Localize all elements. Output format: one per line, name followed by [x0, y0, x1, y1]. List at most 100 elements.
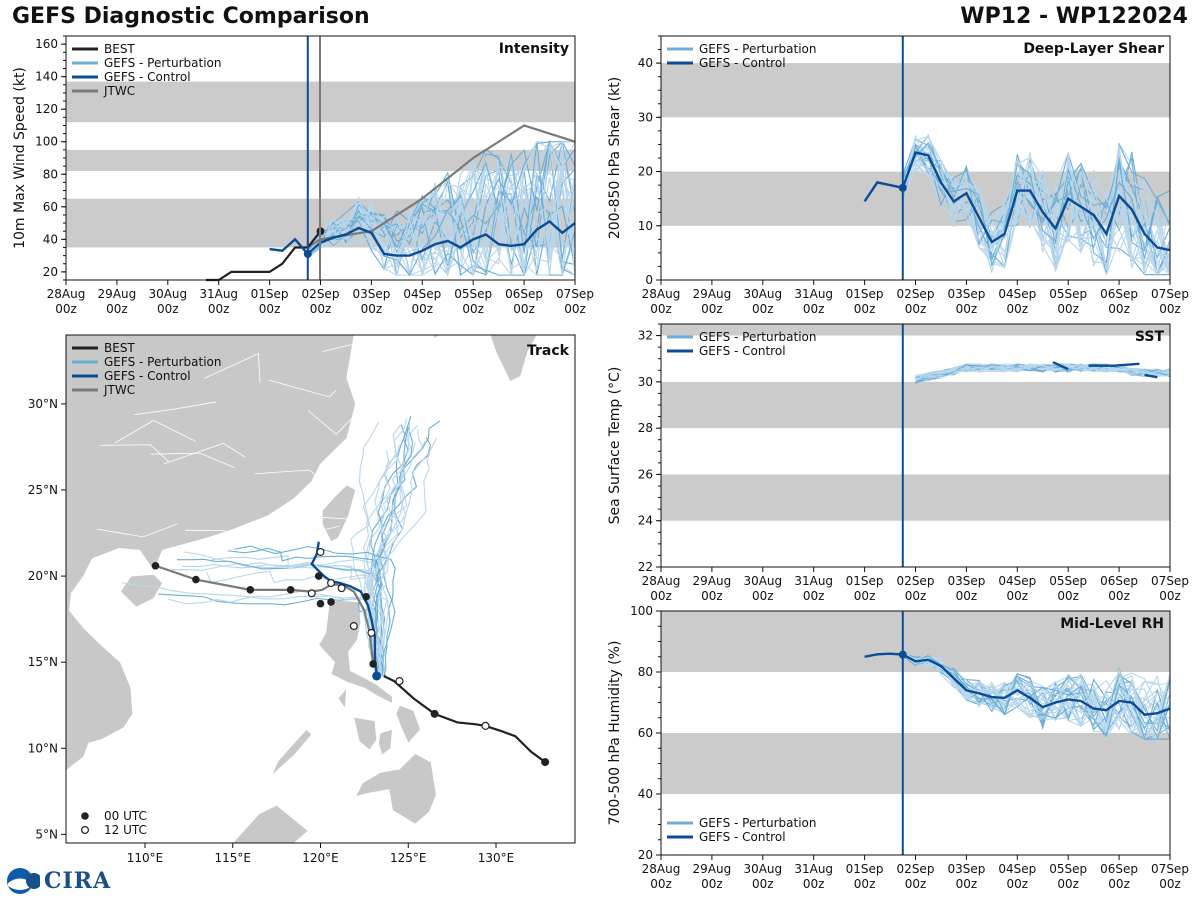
shear-ylabel: 200-850 hPa Shear (kt) — [607, 77, 623, 239]
mindanao — [354, 752, 437, 825]
rh-xtick-date: 06Sep — [1100, 862, 1138, 876]
track-member-line — [227, 547, 382, 677]
panel-track: 110°E 115°E 120°E 125°E 130°E 5°N 10°N 15°N 20°N… — [28, 334, 576, 865]
intensity-xtick-date: 05Sep — [454, 287, 492, 301]
rh-control-line — [864, 652, 1171, 716]
intensity-ytick-label: 40 — [43, 232, 58, 246]
sst-xtick-date: 04Sep — [998, 574, 1036, 588]
province-border — [308, 404, 366, 435]
sst-legend-label: GEFS - Perturbation — [699, 330, 816, 344]
sst-band — [661, 474, 1170, 521]
rh-xtick-hour: 00z — [701, 877, 723, 891]
intensity-xtick-hour: 00z — [55, 302, 77, 316]
rh-xtick-hour: 00z — [905, 877, 927, 891]
rh-xtick-date: 31Aug — [794, 862, 833, 876]
province-border — [96, 523, 178, 538]
panel-intensity: 2040608010012014016028Aug00z29Aug00z30Au… — [12, 35, 594, 316]
intensity-xtick-date: 28Aug — [47, 287, 86, 301]
track-legend-label: GEFS - Perturbation — [104, 355, 221, 369]
shear-xtick-date: 28Aug — [642, 287, 681, 301]
control-init-point — [372, 671, 382, 681]
rh-xtick-date: 28Aug — [642, 862, 681, 876]
shear-legend-label: GEFS - Perturbation — [699, 42, 816, 56]
borneo-tip — [231, 804, 309, 843]
rh-xtick-hour: 00z — [854, 877, 876, 891]
sst-xtick-hour: 00z — [956, 589, 978, 603]
sst-xtick-hour: 00z — [701, 589, 723, 603]
sst-ytick-label: 28 — [638, 421, 653, 435]
shear-legend-label: GEFS - Control — [699, 56, 786, 70]
jtwc-12utc-point — [349, 622, 358, 631]
rh-xtick-hour: 00z — [752, 877, 774, 891]
rh-xtick-date: 05Sep — [1049, 862, 1087, 876]
sst-xtick-date: 29Aug — [693, 574, 732, 588]
sst-xtick-hour: 00z — [905, 589, 927, 603]
province-border — [114, 420, 197, 444]
rh-band — [661, 733, 1170, 794]
intensity-xtick-date: 01Sep — [251, 287, 289, 301]
best-00utc-point — [430, 709, 439, 718]
sst-xtick-hour: 00z — [1108, 589, 1130, 603]
sst-xtick-date: 05Sep — [1049, 574, 1087, 588]
luzon — [318, 599, 393, 705]
jtwc-00utc-point — [151, 561, 160, 570]
shear-xtick-hour: 00z — [701, 302, 723, 316]
kyushu — [486, 335, 543, 383]
intensity-member-line — [307, 141, 576, 277]
intensity-xtick-date: 30Aug — [148, 287, 187, 301]
storm-id-title: WP12 - WP122024 — [960, 4, 1188, 29]
province-border — [184, 529, 271, 548]
sst-legend-label: GEFS - Control — [699, 344, 786, 358]
intensity-member-line — [307, 141, 576, 277]
best-00utc-point — [541, 758, 550, 767]
sst-xtick-date: 28Aug — [642, 574, 681, 588]
shear-xtick-hour: 00z — [956, 302, 978, 316]
intensity-ytick-label: 20 — [43, 265, 58, 279]
intensity-xtick-hour: 00z — [259, 302, 281, 316]
shear-xtick-hour: 00z — [854, 302, 876, 316]
sst-band — [661, 381, 1170, 429]
intensity-xtick-hour: 00z — [157, 302, 179, 316]
rh-xtick-date: 04Sep — [998, 862, 1036, 876]
sst-member-line — [915, 363, 1171, 381]
panay-negros — [353, 716, 378, 751]
intensity-xtick-date: 06Sep — [505, 287, 543, 301]
panel-shear: 01020304028Aug00z29Aug00z30Aug00z31Aug00… — [607, 35, 1189, 316]
rh-xtick-hour: 00z — [1057, 877, 1079, 891]
intensity-xtick-date: 29Aug — [98, 287, 137, 301]
shear-xtick-hour: 00z — [650, 302, 672, 316]
province-border — [150, 452, 236, 469]
mindoro — [337, 686, 348, 710]
jtwc-00utc-point — [246, 586, 255, 594]
track-member-line — [234, 545, 396, 677]
rh-ytick-label: 20 — [638, 848, 653, 862]
rh-xtick-hour: 00z — [650, 877, 672, 891]
sst-control-line — [1052, 361, 1069, 371]
track-lon-label: 110°E — [127, 851, 164, 865]
intensity-legend-label: GEFS - Perturbation — [104, 56, 221, 70]
track-lon-label: 130°E — [478, 851, 515, 865]
sst-control-line — [1144, 373, 1158, 379]
track-lon-label: 115°E — [214, 851, 251, 865]
sst-band — [661, 324, 1170, 336]
rh-xtick-date: 03Sep — [947, 862, 985, 876]
sst-ytick-label: 30 — [638, 375, 653, 389]
intensity-member-line — [307, 169, 576, 277]
sst-xtick-hour: 00z — [803, 589, 825, 603]
shear-xtick-hour: 00z — [1159, 302, 1181, 316]
track-lon-label: 125°E — [390, 851, 427, 865]
asia-mainland — [66, 335, 357, 772]
track-title: Track — [527, 343, 570, 359]
track-lat-label: 25°N — [28, 483, 58, 497]
sst-xtick-date: 03Sep — [947, 574, 985, 588]
best-12utc-point — [481, 721, 490, 731]
intensity-xtick-hour: 00z — [106, 302, 128, 316]
jtwc-12utc-point — [337, 584, 346, 593]
utc00-legend-label: 00 UTC — [104, 809, 147, 823]
shear-xtick-date: 02Sep — [897, 287, 935, 301]
sst-perturbation-members — [915, 363, 1171, 384]
utc00-legend-marker — [81, 812, 89, 820]
samar-leyte — [395, 704, 422, 744]
shear-ytick-label: 10 — [638, 219, 653, 233]
palawan — [270, 728, 313, 777]
